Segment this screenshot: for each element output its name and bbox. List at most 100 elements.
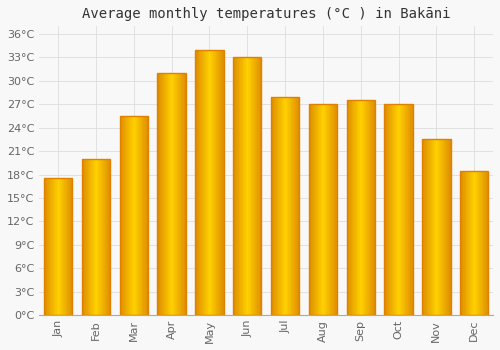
Bar (139, 116, 140, 315)
Bar (350, 100, 351, 315)
Bar (125, 116, 126, 315)
Bar (97, 159, 98, 315)
Bar (370, 100, 371, 315)
Bar (435, 139, 436, 315)
Bar (330, 104, 331, 315)
Bar (164, 73, 165, 315)
Bar (485, 171, 486, 315)
Bar (47, 178, 48, 315)
Bar (460, 171, 461, 315)
Bar (260, 57, 261, 315)
Bar (248, 57, 249, 315)
Bar (210, 50, 211, 315)
Bar (334, 104, 335, 315)
Bar (196, 50, 197, 315)
Bar (476, 171, 477, 315)
Bar (214, 50, 215, 315)
Bar (336, 104, 337, 315)
Bar (201, 50, 202, 315)
Bar (253, 57, 254, 315)
Bar (463, 171, 464, 315)
Bar (460, 171, 488, 315)
Bar (184, 73, 186, 315)
Bar (221, 50, 222, 315)
Bar (258, 57, 259, 315)
Bar (271, 97, 272, 315)
Bar (394, 104, 395, 315)
Bar (143, 116, 144, 315)
Bar (134, 116, 135, 315)
Bar (365, 100, 366, 315)
Bar (308, 104, 310, 315)
Bar (128, 116, 130, 315)
Bar (424, 139, 425, 315)
Bar (386, 104, 387, 315)
Bar (396, 104, 397, 315)
Bar (83, 159, 84, 315)
Bar (358, 100, 359, 315)
Bar (445, 139, 446, 315)
Bar (174, 73, 175, 315)
Bar (101, 159, 102, 315)
Bar (212, 50, 213, 315)
Bar (132, 116, 134, 315)
Bar (272, 97, 273, 315)
Bar (100, 159, 101, 315)
Bar (261, 57, 262, 315)
Bar (388, 104, 389, 315)
Bar (384, 104, 385, 315)
Bar (121, 116, 122, 315)
Bar (311, 104, 312, 315)
Bar (385, 104, 386, 315)
Bar (48, 178, 49, 315)
Bar (66, 178, 68, 315)
Bar (474, 171, 476, 315)
Bar (319, 104, 320, 315)
Bar (86, 159, 87, 315)
Bar (395, 104, 396, 315)
Bar (477, 171, 478, 315)
Bar (145, 116, 146, 315)
Bar (437, 139, 438, 315)
Bar (402, 104, 403, 315)
Bar (95, 159, 96, 315)
Bar (207, 50, 208, 315)
Bar (62, 178, 64, 315)
Bar (366, 100, 367, 315)
Bar (426, 139, 428, 315)
Bar (428, 139, 429, 315)
Bar (222, 50, 223, 315)
Bar (205, 50, 206, 315)
Bar (470, 171, 472, 315)
Bar (104, 159, 105, 315)
Bar (239, 57, 240, 315)
Bar (242, 57, 244, 315)
Bar (126, 116, 127, 315)
Bar (65, 178, 66, 315)
Bar (147, 116, 148, 315)
Bar (200, 50, 201, 315)
Bar (88, 159, 89, 315)
Bar (332, 104, 333, 315)
Bar (333, 104, 334, 315)
Bar (96, 159, 97, 315)
Bar (442, 139, 443, 315)
Bar (406, 104, 407, 315)
Bar (140, 116, 141, 315)
Bar (359, 100, 360, 315)
Bar (208, 50, 209, 315)
Bar (405, 104, 406, 315)
Bar (98, 159, 99, 315)
Bar (483, 171, 484, 315)
Bar (432, 139, 433, 315)
Bar (167, 73, 168, 315)
Bar (352, 100, 353, 315)
Bar (106, 159, 107, 315)
Bar (478, 171, 480, 315)
Bar (94, 159, 95, 315)
Bar (430, 139, 431, 315)
Bar (434, 139, 435, 315)
Bar (44, 178, 72, 315)
Bar (466, 171, 467, 315)
Bar (53, 178, 54, 315)
